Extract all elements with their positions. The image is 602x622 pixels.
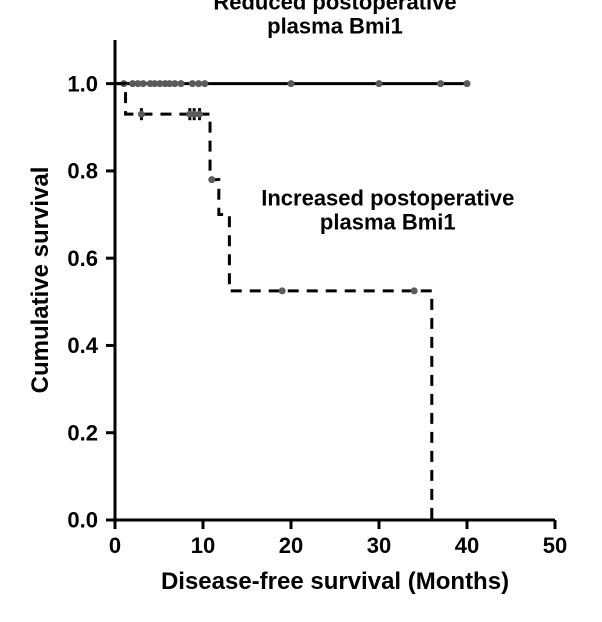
- series-marker: [171, 80, 178, 87]
- y-tick-label: 0.0: [67, 508, 98, 533]
- y-tick-label: 0.2: [67, 420, 98, 445]
- series-label: Reduced postoperative: [213, 0, 456, 14]
- y-tick-label: 0.4: [67, 333, 98, 358]
- series-marker: [201, 80, 208, 87]
- series-marker: [411, 287, 418, 294]
- series-marker: [376, 80, 383, 87]
- series-marker: [189, 80, 196, 87]
- series-label: Increased postoperative: [261, 186, 514, 211]
- x-tick-label: 30: [367, 533, 391, 558]
- series-marker: [138, 111, 145, 118]
- y-tick-label: 0.6: [67, 246, 98, 271]
- x-tick-label: 20: [279, 533, 303, 558]
- series-marker: [464, 80, 471, 87]
- x-tick-label: 10: [191, 533, 215, 558]
- x-tick-label: 40: [455, 533, 479, 558]
- series-marker: [208, 176, 215, 183]
- series-marker: [437, 80, 444, 87]
- series-marker: [140, 80, 147, 87]
- y-axis-label: Cumulative survival: [27, 167, 54, 394]
- km-svg: 0 10 20 30 40 50 0.0 0.2 0.4 0.6 0.8 1.0 Disease-fre…: [0, 0, 602, 622]
- x-tick-label: 50: [543, 533, 567, 558]
- x-axis-label: Disease-free survival (Months): [161, 568, 509, 595]
- series-marker: [279, 287, 286, 294]
- series-marker: [178, 80, 185, 87]
- series-marker: [196, 111, 203, 118]
- series-label: plasma Bmi1: [320, 210, 456, 235]
- km-chart: 0 10 20 30 40 50 0.0 0.2 0.4 0.6 0.8 1.0 Disease-fre…: [0, 0, 602, 622]
- series-label: plasma Bmi1: [267, 13, 403, 38]
- x-tick-label: 0: [109, 533, 121, 558]
- y-tick-label: 0.8: [67, 159, 98, 184]
- series-marker: [288, 80, 295, 87]
- y-tick-label: 1.0: [67, 71, 98, 96]
- series-marker: [195, 80, 202, 87]
